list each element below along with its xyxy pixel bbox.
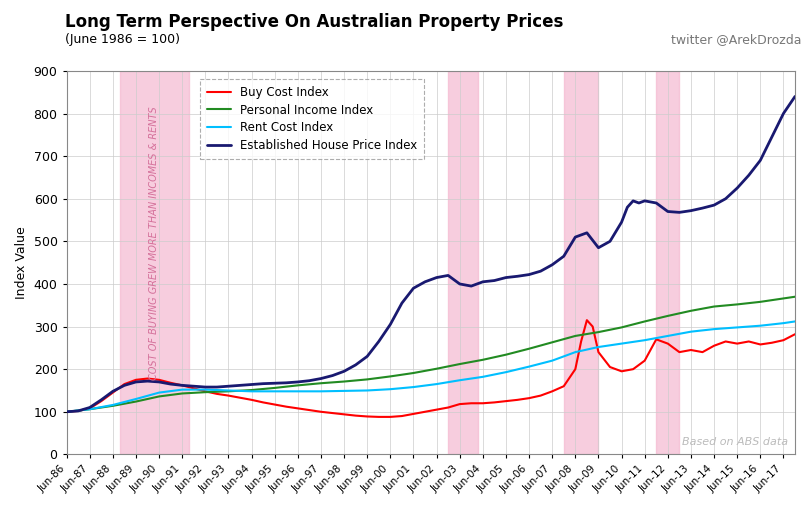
Established House Price Index [634, 200, 644, 206]
Text: (June 1986 = 100): (June 1986 = 100) [65, 33, 180, 46]
Y-axis label: Index Value: Index Value [15, 227, 28, 299]
Personal Income Index [362, 376, 372, 382]
Rent Cost Index [524, 363, 534, 370]
Bar [564, 71, 599, 455]
Text: Based on ABS data: Based on ABS data [682, 437, 788, 447]
Rent Cost Index [270, 388, 279, 394]
Personal Income Index [732, 301, 742, 307]
Buy Cost Index [62, 409, 71, 415]
Rent Cost Index [548, 358, 557, 364]
Personal Income Index [455, 361, 465, 367]
Established House Price Index [386, 321, 395, 327]
Personal Income Index [108, 403, 117, 409]
Rent Cost Index [177, 386, 187, 392]
Rent Cost Index [663, 333, 672, 339]
Personal Income Index [616, 324, 626, 330]
Personal Income Index [408, 370, 418, 376]
Rent Cost Index [200, 386, 210, 392]
Established House Price Index [62, 409, 71, 415]
Rent Cost Index [432, 381, 441, 387]
Rent Cost Index [108, 402, 117, 408]
Personal Income Index [663, 313, 672, 319]
Rent Cost Index [616, 341, 626, 347]
Line: Established House Price Index: Established House Price Index [66, 97, 795, 412]
Personal Income Index [85, 406, 95, 412]
Rent Cost Index [131, 396, 141, 402]
Personal Income Index [640, 319, 650, 325]
Personal Income Index [200, 389, 210, 395]
Established House Price Index [247, 381, 257, 387]
Buy Cost Index [408, 411, 418, 417]
Rent Cost Index [732, 324, 742, 330]
Personal Income Index [501, 352, 511, 358]
Established House Price Index [177, 382, 187, 388]
Rent Cost Index [362, 387, 372, 393]
Rent Cost Index [778, 320, 788, 326]
Text: twitter @ArekDrozda: twitter @ArekDrozda [671, 33, 802, 46]
Buy Cost Index [582, 317, 592, 323]
Rent Cost Index [594, 344, 603, 350]
Personal Income Index [570, 333, 580, 339]
Rent Cost Index [85, 406, 95, 412]
Personal Income Index [548, 340, 557, 346]
Personal Income Index [293, 382, 303, 388]
Rent Cost Index [62, 409, 71, 415]
Rent Cost Index [316, 388, 326, 394]
Personal Income Index [247, 387, 257, 393]
Established House Price Index [790, 94, 799, 100]
Personal Income Index [686, 308, 696, 314]
Personal Income Index [339, 379, 349, 385]
Rent Cost Index [154, 389, 164, 395]
Text: COST OF BUYING GREW MORE THAN INCOMES & RENTS: COST OF BUYING GREW MORE THAN INCOMES & … [150, 106, 160, 380]
Buy Cost Index [397, 413, 407, 419]
Personal Income Index [478, 357, 488, 363]
Rent Cost Index [293, 388, 303, 394]
Personal Income Index [270, 385, 279, 391]
Rent Cost Index [408, 384, 418, 390]
Rent Cost Index [501, 369, 511, 375]
Rent Cost Index [386, 386, 395, 392]
Rent Cost Index [570, 349, 580, 355]
Text: Long Term Perspective On Australian Property Prices: Long Term Perspective On Australian Prop… [65, 13, 563, 31]
Established House Price Index [293, 379, 303, 385]
Rent Cost Index [247, 388, 257, 394]
Personal Income Index [432, 365, 441, 372]
Rent Cost Index [686, 329, 696, 335]
Personal Income Index [756, 299, 765, 305]
Personal Income Index [131, 399, 141, 405]
Line: Rent Cost Index: Rent Cost Index [66, 322, 795, 412]
Personal Income Index [790, 294, 799, 300]
Personal Income Index [62, 409, 71, 415]
Rent Cost Index [224, 387, 233, 393]
Personal Income Index [316, 380, 326, 386]
Personal Income Index [224, 388, 233, 394]
Buy Cost Index [790, 331, 799, 337]
Line: Personal Income Index: Personal Income Index [66, 297, 795, 412]
Personal Income Index [524, 346, 534, 352]
Line: Buy Cost Index: Buy Cost Index [66, 320, 795, 417]
Bar [120, 71, 190, 455]
Buy Cost Index [651, 336, 661, 343]
Rent Cost Index [790, 319, 799, 325]
Established House Price Index [732, 185, 742, 191]
Bar [448, 71, 478, 455]
Personal Income Index [386, 374, 395, 380]
Buy Cost Index [374, 414, 384, 420]
Rent Cost Index [478, 374, 488, 380]
Personal Income Index [594, 329, 603, 335]
Buy Cost Index [247, 397, 257, 403]
Rent Cost Index [339, 388, 349, 394]
Rent Cost Index [455, 377, 465, 383]
Personal Income Index [710, 303, 719, 309]
Rent Cost Index [710, 326, 719, 332]
Personal Income Index [154, 393, 164, 400]
Rent Cost Index [756, 323, 765, 329]
Rent Cost Index [640, 337, 650, 343]
Bar [656, 71, 680, 455]
Buy Cost Index [293, 405, 303, 411]
Personal Income Index [177, 390, 187, 397]
Buy Cost Index [120, 381, 130, 387]
Personal Income Index [778, 295, 788, 301]
Legend: Buy Cost Index, Personal Income Index, Rent Cost Index, Established House Price : Buy Cost Index, Personal Income Index, R… [200, 79, 424, 159]
